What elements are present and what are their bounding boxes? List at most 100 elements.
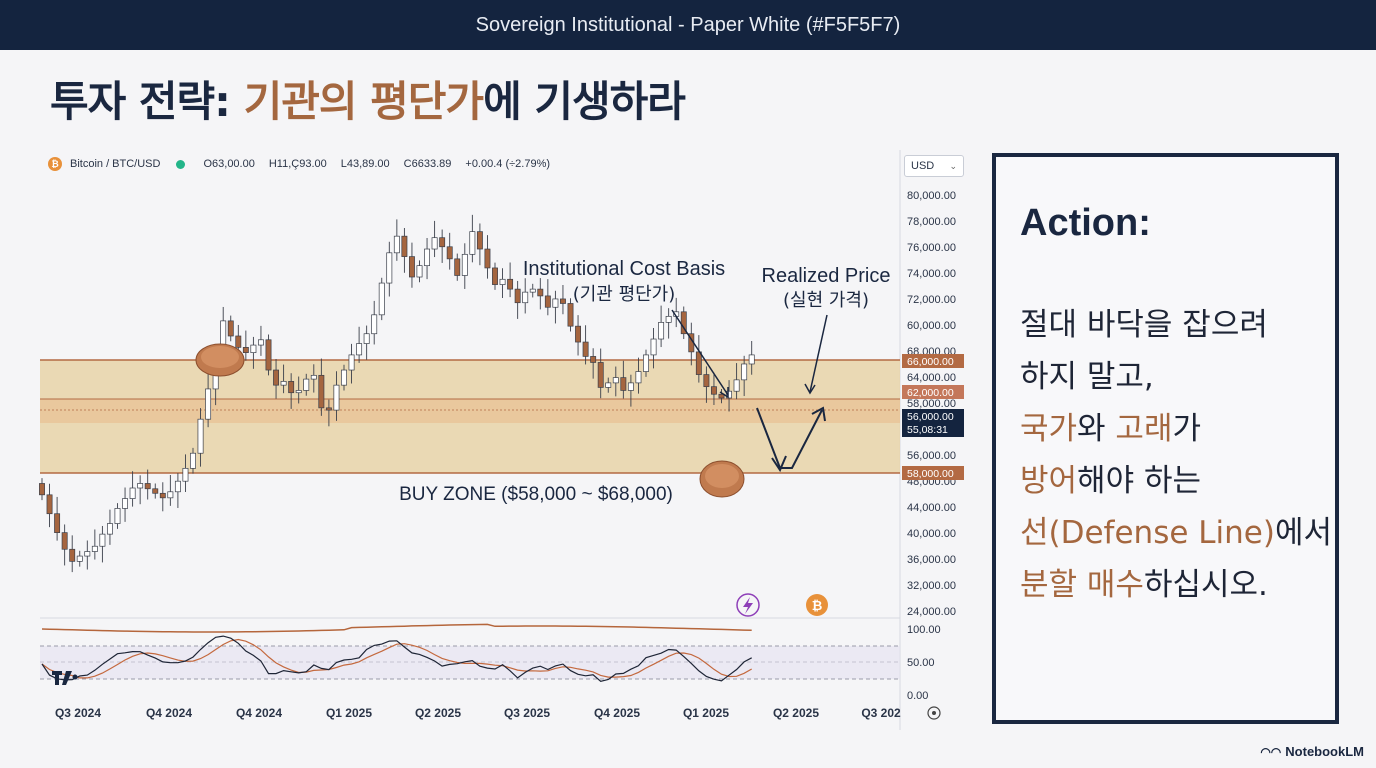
- tradingview-logo-icon: [52, 671, 78, 685]
- candle-up: [182, 467, 189, 482]
- ticker-low: L43,89.00: [340, 158, 390, 170]
- candle-down: [514, 288, 521, 304]
- candle-down: [718, 393, 725, 399]
- price-axis-label: 58,000.00: [907, 398, 956, 410]
- settings-icon[interactable]: [927, 706, 941, 720]
- action-panel: Action: 절대 바닥을 잡으려 하지 말고, 국가와 고래가 방어해야 하는 선(…: [992, 153, 1339, 724]
- candle-up: [371, 314, 378, 335]
- candle-up: [658, 322, 665, 340]
- price-axis-label: 40,000.00: [907, 528, 956, 540]
- price-chart[interactable]: 80,000.00 78,000.00 76,000.00 74,000.00 72,0…: [0, 150, 975, 730]
- candle-down: [476, 231, 483, 250]
- indicator-main-line: [41, 635, 752, 682]
- price-tag-box: [902, 354, 964, 368]
- candle-down: [544, 295, 551, 308]
- candle-up: [129, 487, 136, 499]
- price-tag-box: [902, 466, 964, 480]
- header-bar: Sovereign Institutional - Paper White (#…: [0, 0, 1376, 50]
- title-accent: 기관의 평단가: [243, 77, 484, 126]
- candle-down: [39, 483, 45, 496]
- price-tag-label: 62,000.00: [907, 387, 954, 399]
- candle-down: [567, 303, 574, 327]
- candle-up: [469, 231, 476, 255]
- title-part2: 에 기생하라: [483, 77, 686, 126]
- candle-down: [61, 532, 68, 550]
- candle-up: [552, 298, 559, 308]
- candle-up: [99, 533, 106, 547]
- price-axis-label: 80,000.00: [907, 190, 956, 202]
- action-line: 분할 매수하십시오.: [1020, 559, 1332, 611]
- indicator-signal-line: [41, 638, 752, 679]
- action-highlight: 국가: [1020, 411, 1078, 447]
- price-tag-box: [902, 385, 964, 399]
- price-axis-label: 60,000.00: [907, 320, 956, 332]
- candle-up: [748, 354, 755, 365]
- time-axis-label: Q1 2025: [326, 706, 372, 720]
- annotation-arrow-realized: [809, 314, 828, 393]
- candle-up: [174, 480, 181, 493]
- bitcoin-icon: ₿: [48, 157, 62, 171]
- candle-up: [76, 555, 83, 562]
- annotation-arrow-cost-basis: [671, 309, 729, 396]
- candle-down: [318, 374, 325, 409]
- candle-up: [378, 282, 385, 316]
- time-axis-label: Q2 2025: [773, 706, 819, 720]
- time-axis-label: Q4 2024: [236, 706, 282, 720]
- action-highlight: 선(Defense Line): [1020, 515, 1275, 551]
- price-axis-label: 78,000.00: [907, 216, 956, 228]
- candle-down: [46, 494, 53, 515]
- notebooklm-logo-icon: ◠◠: [1260, 744, 1282, 759]
- candle-down: [235, 335, 242, 348]
- ticker-bar: ₿ Bitcoin / BTC/USD O63,00.00 H11,Ç93.00…: [48, 157, 556, 171]
- price-axis-label: 32,000.00: [907, 580, 956, 592]
- candle-up: [91, 545, 98, 552]
- annotation-realized-line1: Realized Price: [762, 265, 891, 287]
- candle-up: [650, 338, 657, 356]
- action-segment: 하십시오.: [1143, 567, 1268, 603]
- ticker-open: O63,00.00: [203, 158, 255, 170]
- candle-up: [122, 498, 128, 509]
- action-segment: 가: [1172, 411, 1201, 447]
- candle-down: [710, 386, 717, 395]
- action-text: 절대 바닥을 잡으려 하지 말고, 국가와 고래가 방어해야 하는 선(Defense …: [1020, 299, 1332, 611]
- candle-down: [575, 325, 582, 343]
- action-line: 방어해야 하는: [1020, 455, 1332, 507]
- candle-down: [152, 488, 159, 494]
- action-segment: 와: [1077, 411, 1116, 447]
- candle-up: [84, 551, 91, 557]
- action-highlight: 고래: [1115, 411, 1173, 447]
- candle-down: [159, 492, 166, 499]
- candle-down: [454, 258, 461, 276]
- annotation-realized-line2: (실현 가격): [783, 290, 869, 311]
- candle-up: [612, 377, 619, 384]
- candle-down: [582, 341, 589, 357]
- candle-down: [69, 548, 76, 562]
- candle-up: [114, 508, 121, 524]
- time-axis-label: Q1 2025: [683, 706, 729, 720]
- candle-down: [703, 374, 710, 388]
- notebooklm-label: NotebookLM: [1285, 744, 1364, 759]
- indicator-long-average-line: [41, 623, 752, 633]
- notebooklm-brand: ◠◠ NotebookLM: [1260, 744, 1364, 759]
- candle-down: [507, 278, 514, 290]
- candle-up: [250, 344, 257, 353]
- lightning-icon[interactable]: [736, 593, 760, 617]
- projection-path: [756, 407, 823, 469]
- candle-up: [280, 381, 287, 386]
- annotation-cost-basis-line2: (기관 평단가): [573, 284, 676, 305]
- candle-up: [726, 390, 733, 399]
- time-axis-label: Q4 2024: [146, 706, 192, 720]
- bitcoin-icon[interactable]: ₿: [806, 594, 828, 616]
- price-tag-box: [902, 409, 964, 437]
- candle-up: [643, 354, 649, 372]
- candle-down: [288, 381, 295, 394]
- candle-up: [431, 237, 438, 250]
- candle-down: [401, 235, 408, 257]
- annotation-arrowhead-cost-basis: [719, 387, 729, 399]
- candle-down: [446, 246, 453, 260]
- ticker-symbol: Bitcoin / BTC/USD: [70, 158, 161, 170]
- currency-select[interactable]: USD ⌄: [904, 155, 964, 177]
- action-segment: 절대 바닥을 잡으려: [1020, 307, 1268, 343]
- candle-up: [205, 388, 212, 420]
- market-status-dot: [176, 159, 186, 169]
